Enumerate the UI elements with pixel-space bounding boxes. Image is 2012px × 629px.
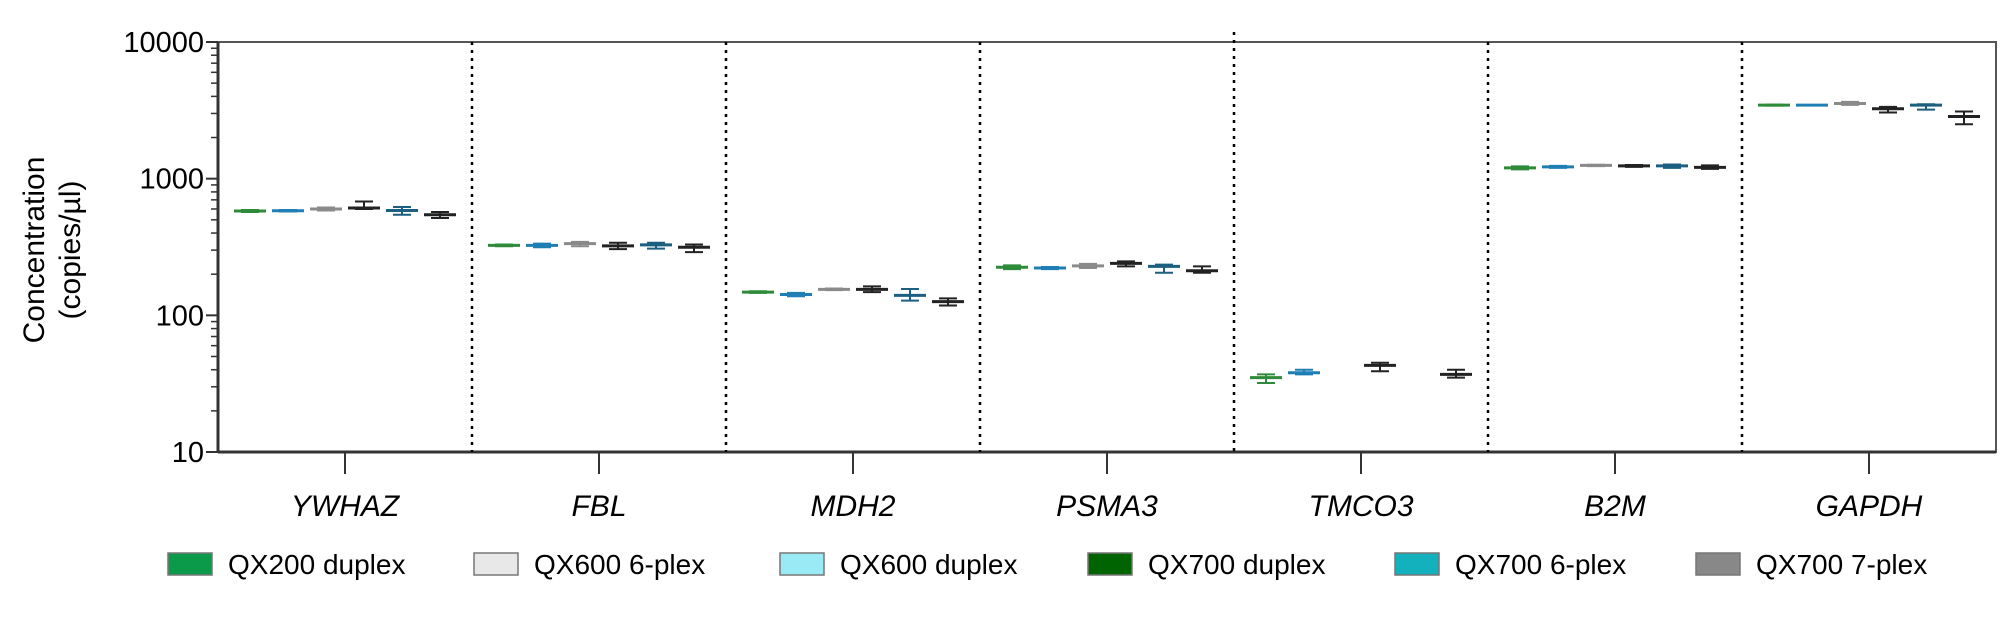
- data-point: [1148, 263, 1180, 274]
- data-point: [310, 206, 342, 212]
- x-tick-label: YWHAZ: [291, 490, 401, 523]
- data-point: [1910, 103, 1942, 111]
- x-tick-label: FBL: [571, 490, 626, 523]
- data-point: [1186, 265, 1218, 274]
- data-point: [234, 208, 266, 214]
- legend-swatch: [1695, 552, 1741, 576]
- data-point: [678, 243, 710, 254]
- legend-swatch: [1394, 552, 1440, 576]
- legend-item: QX600 6-plex: [473, 549, 705, 580]
- y-tick-label: 1000: [139, 164, 204, 196]
- data-point: [1250, 373, 1282, 384]
- legend-label: QX700 6-plex: [1455, 549, 1626, 580]
- legend-swatch: [473, 552, 519, 576]
- y-axis-title-line2: (copies/µl): [54, 181, 87, 320]
- legend-label: QX700 7-plex: [1756, 549, 1927, 580]
- data-point: [1034, 265, 1066, 271]
- x-tick-label: PSMA3: [1056, 490, 1158, 523]
- legend-swatch: [167, 552, 213, 576]
- data-point: [488, 243, 520, 248]
- axes: 10 100 1000 10000 YWHAZ FBL MDH2 PSMA3 TMCO3 B2M G…: [123, 27, 1997, 523]
- data-point: [1504, 165, 1536, 171]
- data-point: [932, 297, 964, 307]
- data-point: [1694, 164, 1726, 170]
- data-point: [818, 287, 850, 292]
- data-marks: [234, 100, 1980, 384]
- legend-item: QX700 7-plex: [1695, 549, 1927, 580]
- data-point: [1656, 163, 1688, 169]
- data-point: [1580, 163, 1612, 168]
- data-point: [996, 264, 1028, 271]
- data-point: [424, 211, 456, 220]
- data-point: [780, 291, 812, 298]
- data-point: [742, 290, 774, 294]
- data-point: [386, 206, 418, 216]
- data-point: [1948, 110, 1980, 126]
- data-point: [1542, 164, 1574, 169]
- data-point: [272, 208, 304, 213]
- data-point: [1758, 103, 1790, 107]
- data-point: [1110, 260, 1142, 268]
- legend-item: QX700 duplex: [1087, 549, 1325, 580]
- data-point: [1072, 262, 1104, 269]
- x-tick-label: TMCO3: [1309, 490, 1414, 523]
- y-axis-title-line1: Concentration: [18, 157, 51, 344]
- data-point: [856, 285, 888, 294]
- legend-label: QX600 6-plex: [534, 549, 705, 580]
- data-point: [1364, 361, 1396, 373]
- legend-label: QX600 duplex: [840, 549, 1017, 580]
- legend-swatch: [1087, 552, 1133, 576]
- legend-item: QX700 6-plex: [1394, 549, 1626, 580]
- legend-item: QX600 duplex: [779, 549, 1017, 580]
- data-point: [564, 240, 596, 248]
- x-tick-label: MDH2: [810, 490, 895, 523]
- data-point: [1834, 100, 1866, 106]
- data-point: [348, 200, 380, 210]
- legend-swatch: [779, 552, 825, 576]
- data-point: [1440, 368, 1472, 379]
- y-tick-label: 100: [156, 300, 204, 332]
- legend-label: QX200 duplex: [228, 549, 405, 580]
- legend: QX200 duplex QX600 6-plex QX600 duplex QX70…: [167, 549, 1927, 580]
- y-tick-label: 10000: [123, 27, 204, 59]
- data-point: [602, 241, 634, 251]
- data-point: [894, 287, 926, 302]
- data-point: [1288, 368, 1320, 376]
- data-point: [526, 242, 558, 249]
- x-tick-label: GAPDH: [1816, 490, 1923, 523]
- data-point: [1618, 163, 1650, 168]
- data-point: [640, 241, 672, 250]
- y-tick-label: 10: [172, 437, 204, 469]
- data-point: [1872, 105, 1904, 114]
- plot-frame: [217, 41, 1997, 453]
- legend-item: QX200 duplex: [167, 549, 405, 580]
- x-tick-label: B2M: [1584, 490, 1646, 523]
- legend-label: QX700 duplex: [1148, 549, 1325, 580]
